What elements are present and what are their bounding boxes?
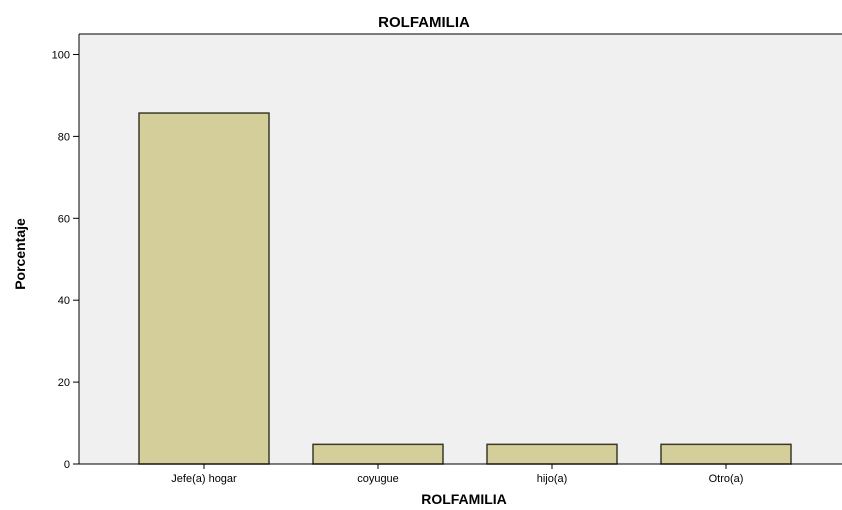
x-tick-label: hijo(a) bbox=[537, 473, 568, 485]
y-tick-label: 100 bbox=[52, 49, 70, 61]
x-tick-label: coyugue bbox=[357, 473, 399, 485]
y-tick-label: 20 bbox=[58, 377, 70, 389]
bars bbox=[138, 112, 792, 465]
x-tick-label: Otro(a) bbox=[709, 473, 744, 485]
bar-jefe-a-hogar bbox=[138, 112, 270, 465]
x-axis-tick-labels: Jefe(a) hogar coyugue hijo(a) Otro(a) bbox=[171, 464, 743, 485]
y-axis-ticks: 0 20 40 60 80 100 bbox=[52, 49, 79, 471]
y-tick-label: 80 bbox=[58, 131, 70, 143]
bar-hijo-a bbox=[486, 443, 618, 465]
y-tick-label: 0 bbox=[64, 459, 70, 471]
y-tick-label: 60 bbox=[58, 213, 70, 225]
x-axis-label: ROLFAMILIA bbox=[421, 491, 507, 507]
x-tick-label: Jefe(a) hogar bbox=[171, 473, 237, 485]
bar-coyugue bbox=[312, 443, 444, 465]
bar-otro-a bbox=[660, 443, 792, 465]
y-axis-label: Porcentaje bbox=[12, 218, 28, 290]
chart-title: ROLFAMILIA bbox=[378, 14, 470, 31]
y-tick-label: 40 bbox=[58, 295, 70, 307]
